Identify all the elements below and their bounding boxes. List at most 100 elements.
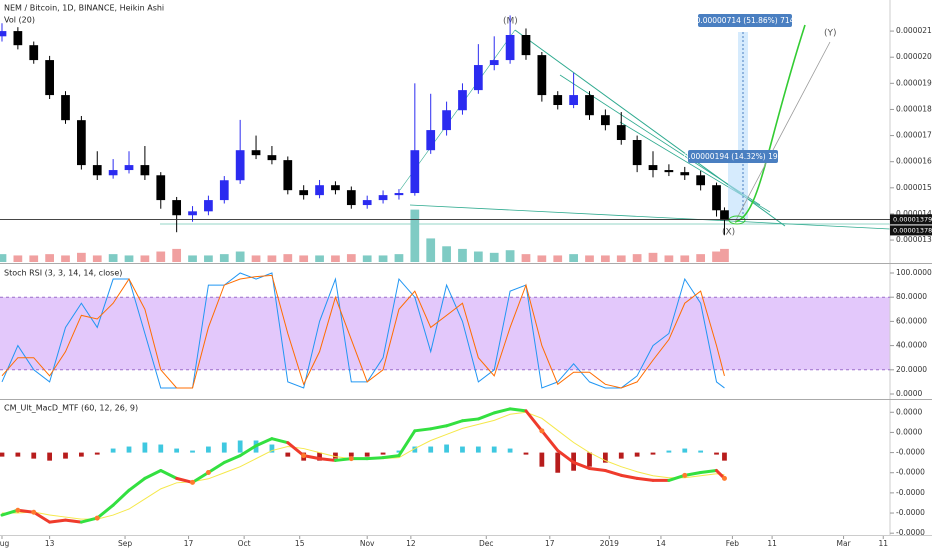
- histogram-bar: [364, 452, 370, 457]
- projection-path: [734, 24, 806, 223]
- y-tick-label: 0.00002000: [896, 52, 932, 61]
- histogram-bar: [602, 452, 608, 463]
- candle-body: [331, 185, 340, 191]
- histogram-bar: [698, 450, 704, 453]
- volume-bar: [569, 254, 578, 262]
- histogram-bar: [237, 440, 243, 453]
- cross-dot: [31, 509, 37, 515]
- volume-bar: [61, 255, 70, 262]
- wave-label: (X): [722, 228, 735, 238]
- trend-line: [409, 204, 891, 230]
- volume-bar: [92, 255, 102, 262]
- candle-body: [489, 60, 499, 66]
- candle-body: [156, 175, 166, 201]
- candle-body: [505, 35, 515, 61]
- candle-body: [140, 165, 150, 176]
- y-tick-label: 0.00001400: [896, 209, 932, 218]
- y-tick-label: -0.0000: [896, 508, 925, 517]
- candle-body: [585, 95, 594, 116]
- y-tick-label: 40.0000: [896, 341, 927, 350]
- volume-bar: [77, 252, 86, 262]
- measure-range: [728, 162, 738, 220]
- x-tick-label: 11: [767, 539, 777, 548]
- candle-body: [664, 170, 674, 173]
- y-tick-label: 0.0000: [896, 389, 922, 398]
- histogram-bar: [221, 442, 227, 453]
- volume-bar: [616, 255, 626, 262]
- volume-bar: [13, 255, 23, 262]
- pane-title: Stoch RSI (3, 3, 14, 14, close): [4, 269, 122, 278]
- macd-segment: [254, 437, 274, 448]
- macd-segment: [0, 508, 20, 517]
- candle-body: [473, 65, 483, 91]
- macd-segment: [206, 460, 226, 475]
- histogram-bar: [78, 452, 84, 457]
- cross-dot: [348, 456, 354, 462]
- y-tick-label: 0.00001600: [896, 157, 932, 166]
- projection-line: [734, 41, 831, 223]
- volume-bar: [267, 255, 277, 262]
- candle-body: [426, 130, 436, 151]
- histogram-bar: [714, 452, 719, 455]
- volume-bar: [0, 254, 7, 262]
- candle-body: [124, 165, 134, 171]
- candle-body: [394, 193, 404, 196]
- macd-segment: [445, 419, 464, 428]
- volume-bar: [537, 255, 547, 262]
- volume-bar: [346, 254, 356, 262]
- macd-segment: [333, 457, 353, 462]
- candle-body: [188, 211, 197, 216]
- x-tick-label: Sep: [118, 539, 132, 548]
- candle-body: [696, 175, 706, 186]
- candle-body: [251, 150, 261, 156]
- histogram-bar: [523, 452, 529, 455]
- volume-bar: [632, 254, 642, 262]
- histogram-bar: [539, 452, 545, 467]
- histogram-bar: [666, 450, 672, 453]
- volume-bar: [473, 251, 483, 262]
- measure-box: [688, 150, 778, 163]
- volume-bar: [378, 255, 388, 262]
- volume-bar: [696, 254, 706, 262]
- x-tick-label: Dec: [479, 539, 494, 548]
- histogram-bar: [722, 452, 727, 461]
- histogram-bar: [555, 452, 561, 473]
- macd-segment: [397, 429, 417, 458]
- candle-body: [315, 185, 324, 196]
- volume-bar: [664, 255, 674, 262]
- volume-bar: [172, 248, 182, 262]
- volume-bar: [45, 254, 54, 262]
- candle-body: [410, 150, 420, 194]
- volume-bar: [648, 252, 658, 262]
- cross-dot: [15, 507, 21, 513]
- macd-segment: [16, 508, 36, 514]
- macd-segment: [238, 444, 258, 458]
- cross-dot: [205, 470, 211, 476]
- macd-segment: [492, 407, 512, 415]
- histogram-bar: [126, 446, 132, 453]
- y-tick-label: 0.00001900: [896, 78, 932, 87]
- pane-title: CM_Ult_MacD_MTF (60, 12, 26, 9): [4, 404, 138, 413]
- volume-bar: [124, 255, 134, 262]
- macd-segment: [143, 469, 163, 480]
- band: [0, 297, 890, 370]
- histogram-bar: [47, 452, 53, 461]
- candle-body: [553, 95, 563, 106]
- histogram-bar: [317, 452, 322, 461]
- candle-body: [378, 195, 388, 201]
- volume-bar: [299, 255, 309, 262]
- y-tick-label: 0.00002100: [896, 26, 932, 35]
- macd-segment: [159, 469, 179, 480]
- histogram-bar: [428, 446, 434, 453]
- y-tick-label: 60.0000: [896, 316, 927, 325]
- macd-segment: [572, 460, 591, 471]
- histogram-bar: [174, 448, 180, 453]
- candle-body: [362, 200, 372, 206]
- volume-bar: [219, 254, 229, 262]
- macd-segment: [524, 409, 544, 433]
- y-tick-label: 0.0000: [896, 427, 922, 436]
- volume-bar: [521, 254, 531, 262]
- macd-segment: [63, 518, 83, 524]
- measure-label: 0.00000714 (51.86%) 714: [696, 16, 795, 25]
- volume-bar: [585, 255, 594, 262]
